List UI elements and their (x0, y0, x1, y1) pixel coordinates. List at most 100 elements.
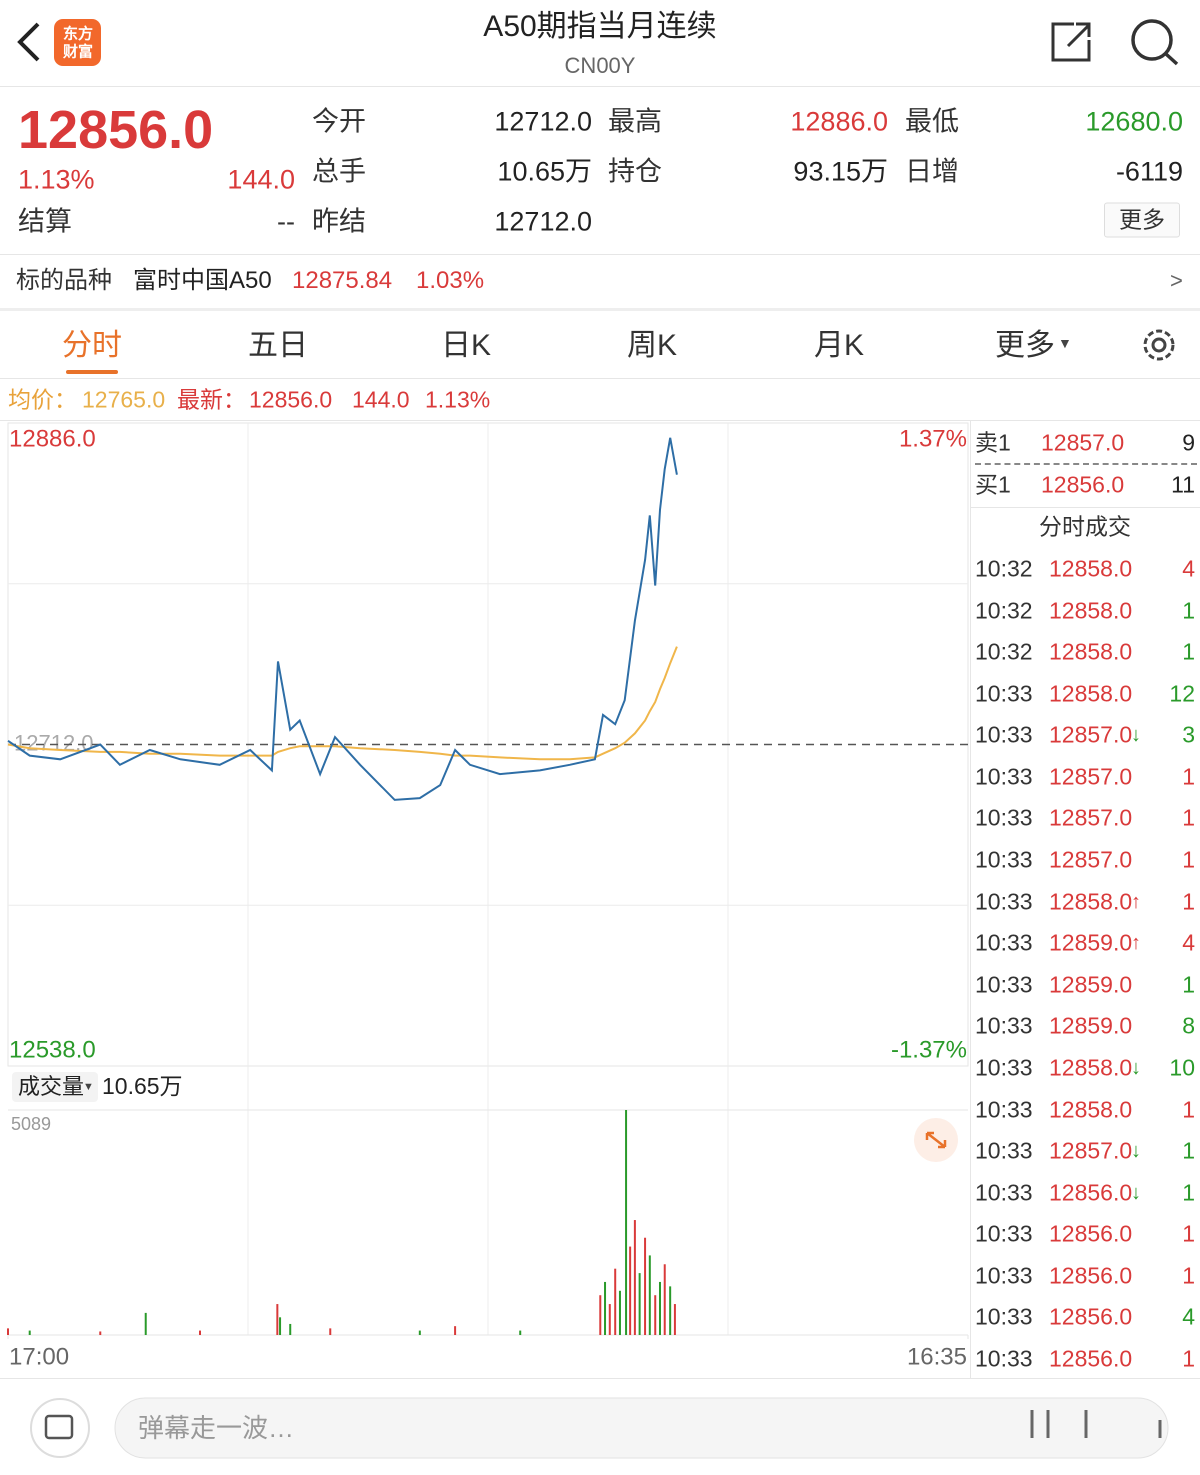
x-tick-label: 16:35 (907, 1343, 967, 1370)
divider (970, 507, 1200, 508)
field-label: 持仓 (608, 156, 662, 187)
field-label: 昨结 (312, 206, 366, 237)
logo-text: 财富 (62, 43, 94, 61)
latest-change-percent: 1.13% (425, 386, 491, 413)
trade-volume: 1 (1182, 763, 1195, 790)
underlying-arrow[interactable]: > (1170, 268, 1183, 293)
trade-time: 10:33 (975, 1137, 1033, 1164)
back-button[interactable] (17, 22, 40, 62)
field-label: 最低 (905, 106, 959, 137)
divider (0, 1378, 1200, 1379)
trade-time: 10:32 (975, 597, 1033, 624)
field-label: 结算 (18, 206, 72, 237)
tab[interactable]: 更多 (995, 329, 1055, 362)
underlying-change: 1.03% (416, 267, 485, 294)
input-icons (1030, 1410, 1162, 1438)
volume-bar (614, 1268, 617, 1335)
volume-bar (625, 1110, 628, 1335)
volume-bar (276, 1304, 279, 1335)
ask-volume: 9 (1182, 429, 1195, 456)
field-label: 今开 (312, 106, 366, 137)
volume-bar (604, 1281, 607, 1335)
settings-button[interactable] (1138, 324, 1180, 366)
field-value: 12712.0 (494, 106, 592, 137)
trade-price: 12859.0 (1049, 971, 1133, 998)
volume-selector[interactable] (12, 1072, 98, 1102)
trade-direction: ↓ (1131, 1140, 1141, 1163)
price-line (7, 437, 678, 801)
trade-time: 10:33 (975, 1054, 1033, 1081)
latest-price: 12856.0 (249, 386, 333, 413)
change-percent: 1.13% (18, 164, 95, 195)
trade-price: 12856.0 (1049, 1345, 1133, 1372)
trade-volume: 1 (1182, 888, 1195, 915)
trade-direction: ↑ (1131, 890, 1141, 913)
volume-bar (28, 1330, 31, 1335)
trade-volume: 12 (1169, 680, 1195, 707)
tab[interactable]: 周K (626, 329, 678, 362)
share-button[interactable] (1051, 22, 1091, 62)
volume-bar (644, 1237, 647, 1335)
latest-change: 144.0 (352, 386, 410, 413)
volume-bar (289, 1323, 292, 1335)
bottom-bar (30, 1397, 1169, 1459)
trade-direction: ↓ (1131, 1056, 1141, 1079)
volume-bar (329, 1328, 332, 1335)
underlying-name: 富时中国A50 (133, 267, 272, 294)
trade-price: 12856.0 (1049, 1220, 1133, 1247)
avg-price: 12765.0 (82, 386, 166, 413)
trade-volume: 10 (1169, 1054, 1195, 1081)
tab[interactable]: 月K (813, 329, 865, 362)
last-price: 12856.0 (18, 100, 214, 160)
comment-icon[interactable] (30, 1398, 90, 1458)
trade-price: 12856.0 (1049, 1262, 1133, 1289)
tab[interactable]: 五日 (248, 329, 308, 362)
trade-price: 12858.0 (1049, 888, 1133, 915)
underlying-label: 标的品种 (16, 267, 112, 294)
trade-price: 12857.0 (1049, 721, 1133, 748)
y-tick-label: 5089 (11, 1114, 51, 1134)
trade-price: 12856.0 (1049, 1179, 1133, 1206)
field-value: 10.65万 (497, 156, 592, 187)
volume-total: 10.65万 (102, 1073, 183, 1099)
field-label: 日增 (905, 156, 959, 187)
instrument-code: CN00Y (564, 53, 636, 78)
latest-label: 最新： (177, 386, 246, 413)
field-value: 12712.0 (494, 206, 592, 237)
average-line (7, 646, 678, 761)
tab[interactable]: 日K (440, 329, 492, 362)
more-button[interactable]: 更多 (1104, 202, 1180, 238)
trade-direction: ↓ (1131, 724, 1141, 747)
trade-time: 10:33 (975, 929, 1033, 956)
trade-time: 10:33 (975, 888, 1033, 915)
trade-time: 10:33 (975, 846, 1033, 873)
trade-time: 10:33 (975, 1220, 1033, 1247)
trade-direction: ↑ (1131, 932, 1141, 955)
bid-volume: 11 (1171, 471, 1195, 498)
search-button[interactable] (1131, 19, 1179, 66)
trade-volume: 1 (1182, 1220, 1195, 1247)
divider (0, 420, 1200, 421)
avg-label: 均价： (8, 386, 77, 413)
trade-price: 12857.0 (1049, 1137, 1133, 1164)
divider (0, 378, 1200, 379)
trade-volume: 1 (1182, 597, 1195, 624)
volume-bar (673, 1304, 676, 1335)
input-placeholder: 弹幕走一波… (138, 1413, 295, 1443)
comment-input[interactable] (114, 1397, 1169, 1459)
y-tick-label: 12538.0 (9, 1036, 96, 1063)
y-tick-label: 12886.0 (9, 425, 96, 452)
field-value: -- (277, 206, 295, 237)
trade-time: 10:33 (975, 1096, 1033, 1123)
underlying-price: 12875.84 (292, 267, 393, 294)
tab[interactable]: 分时 (62, 329, 122, 362)
trade-price: 12858.0 (1049, 597, 1133, 624)
trade-price: 12858.0 (1049, 1096, 1133, 1123)
y2-tick-label: -1.37% (891, 1036, 967, 1063)
x-tick-label: 17:00 (9, 1343, 69, 1370)
volume-bar (418, 1330, 421, 1335)
divider (0, 308, 1200, 311)
volume-bar (669, 1286, 672, 1335)
